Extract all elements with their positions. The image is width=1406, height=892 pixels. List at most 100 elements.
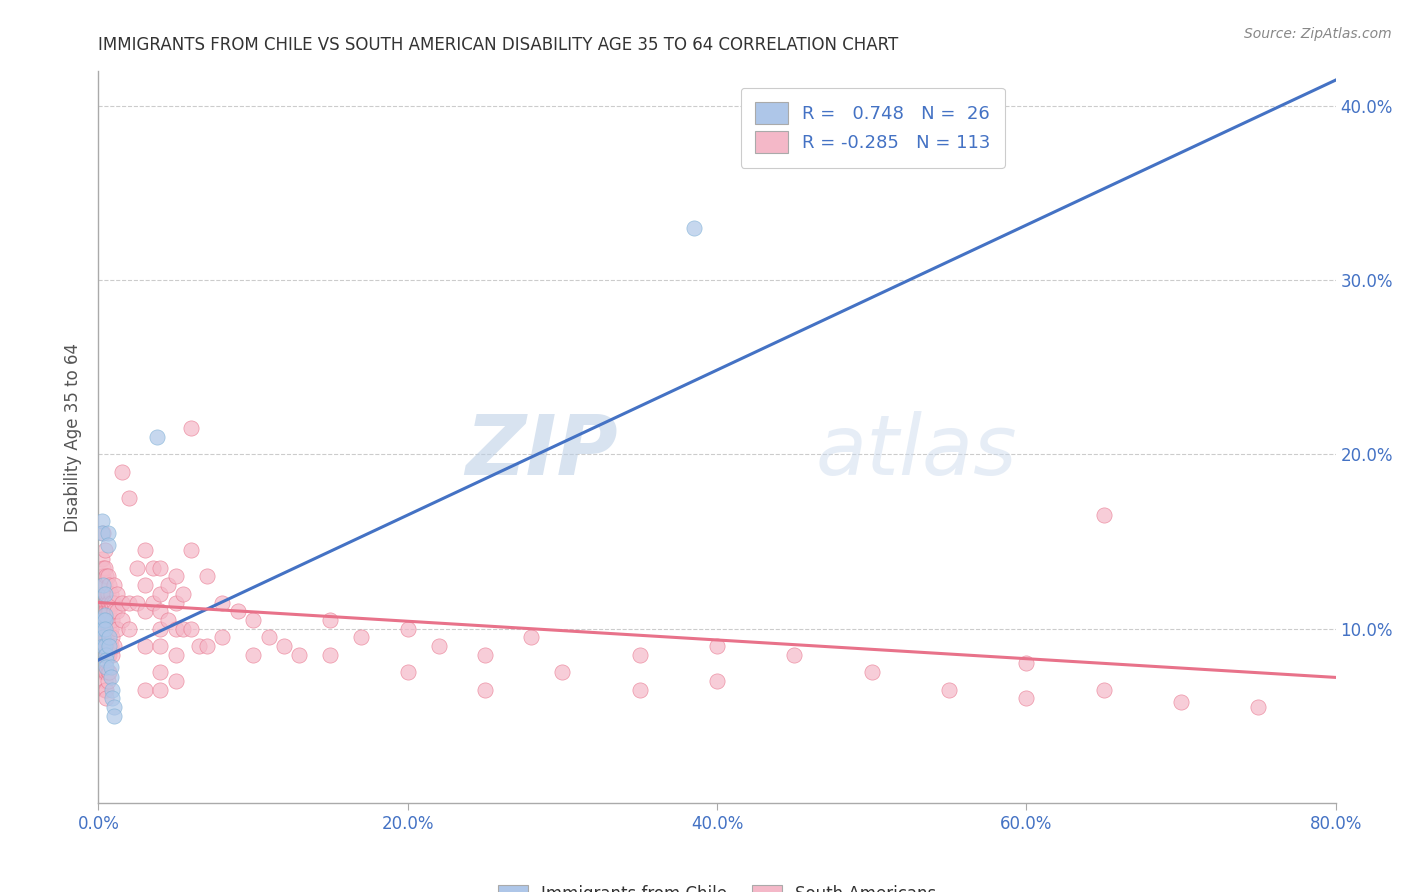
Point [149,665,172,680]
Point [91,665,114,680]
Point [96,648,118,662]
Point [101,595,124,609]
Point [98,595,121,609]
Point [180,421,202,435]
Point [1092,508,1115,523]
Point [111,595,134,609]
Point [1015,691,1038,706]
Point [105,587,128,601]
Point [93,648,115,662]
Point [93,543,115,558]
Point [1247,700,1270,714]
Point [103,595,125,609]
Point [96,587,118,601]
Point [105,622,128,636]
Point [91,560,114,574]
Text: Source: ZipAtlas.com: Source: ZipAtlas.com [1244,27,1392,41]
Point [90,514,112,528]
Point [180,622,202,636]
Point [134,578,156,592]
Point [91,631,114,645]
Point [96,613,118,627]
Point [96,665,118,680]
Point [783,648,806,662]
Point [91,648,114,662]
Point [242,648,264,662]
Point [149,604,172,618]
Point [520,631,543,645]
Point [396,622,419,636]
Point [93,639,115,653]
Point [100,622,122,636]
Point [149,682,172,697]
Point [97,595,120,609]
Point [91,639,114,653]
Point [288,648,311,662]
Point [118,491,141,505]
Point [103,708,125,723]
Point [319,648,342,662]
Point [98,578,121,592]
Point [91,587,114,601]
Point [127,560,149,574]
Point [165,595,187,609]
Point [257,631,280,645]
Point [103,604,125,618]
Point [98,604,121,618]
Point [101,682,124,697]
Point [706,673,728,688]
Point [91,622,114,636]
Point [97,639,120,653]
Point [91,595,114,609]
Point [165,673,187,688]
Point [93,560,115,574]
Point [474,648,496,662]
Point [100,639,122,653]
Point [134,543,156,558]
Point [100,660,122,674]
Point [93,631,115,645]
Point [93,607,115,622]
Point [91,631,114,645]
Point [165,648,187,662]
Point [100,595,122,609]
Point [142,595,165,609]
Point [149,587,172,601]
Point [134,604,156,618]
Point [118,622,141,636]
Point [149,622,172,636]
Point [396,665,419,680]
Point [98,665,121,680]
Point [97,525,120,540]
Point [91,639,114,653]
Point [1092,682,1115,697]
Text: ZIP: ZIP [465,411,619,492]
Point [93,613,115,627]
Point [628,648,651,662]
Point [96,631,118,645]
Point [96,653,118,667]
Point [242,613,264,627]
Point [146,430,169,444]
Point [165,622,187,636]
Point [149,560,172,574]
Point [173,587,195,601]
Point [165,569,187,583]
Point [96,660,118,674]
Point [551,665,574,680]
Text: atlas: atlas [815,411,1018,492]
Point [1170,695,1192,709]
Point [93,665,115,680]
Point [211,595,233,609]
Point [134,682,156,697]
Point [91,578,114,592]
Point [319,613,342,627]
Point [98,648,121,662]
Point [90,595,112,609]
Point [97,622,120,636]
Point [97,648,120,662]
Point [157,578,180,592]
Point [96,569,118,583]
Point [103,578,125,592]
Point [101,613,124,627]
